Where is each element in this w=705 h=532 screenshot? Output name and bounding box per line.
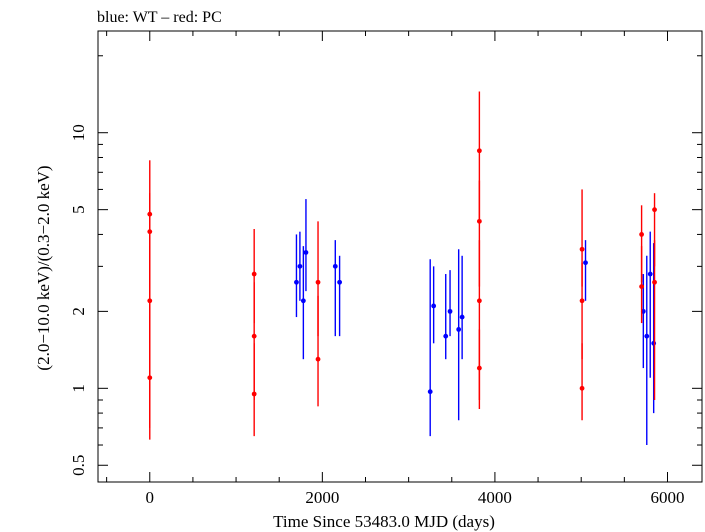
data-point [639,232,644,237]
chart-title: blue: WT – red: PC [97,9,222,26]
data-point [427,389,433,395]
data-marks [147,91,657,446]
y-axis-label: (2.0−10.0 keV)/(0.3−2.0 keV) [34,165,53,370]
data-point [579,246,585,252]
y-tick-label: 0.5 [69,455,88,476]
x-tick-label: 2000 [305,488,339,507]
data-point [652,207,657,213]
data-point [147,298,153,304]
data-point [251,333,257,339]
data-point [579,298,585,304]
data-point [297,263,303,269]
x-tick-label: 4000 [478,488,512,507]
data-point [476,148,482,154]
data-point [147,229,153,235]
data-point [651,340,657,346]
y-tick-label: 1 [69,384,88,393]
data-point [647,271,653,277]
data-point [456,327,462,332]
x-axis-label: Time Since 53483.0 MJD (days) [273,512,495,531]
data-point [332,263,338,269]
data-point [579,385,585,391]
data-point [652,279,657,285]
y-tick-label: 2 [69,307,88,316]
data-point [476,218,482,224]
series-pc [147,91,657,440]
data-point [300,298,306,304]
y-axis: 0.5 1 2 5 10 [69,55,702,476]
data-point [443,333,449,339]
x-axis: 0 2000 4000 6000 [106,31,684,507]
x-tick-label: 6000 [650,488,684,507]
data-point [639,284,644,290]
plot-frame [97,30,703,483]
y-tick-label: 10 [69,124,88,141]
y-tick-label: 5 [69,205,88,214]
data-point [303,250,309,255]
data-point [431,303,437,309]
data-point [583,260,588,266]
data-point [447,308,453,314]
data-point [251,271,257,277]
data-point [476,298,482,304]
data-point [294,279,299,285]
data-point [476,365,482,371]
data-point [644,333,650,339]
data-point [459,314,465,320]
series-wt [294,199,657,446]
data-point [315,279,321,285]
data-point [251,391,257,397]
data-point [147,375,153,381]
x-tick-label: 0 [146,488,155,507]
data-point [315,356,321,362]
data-point [337,279,342,285]
